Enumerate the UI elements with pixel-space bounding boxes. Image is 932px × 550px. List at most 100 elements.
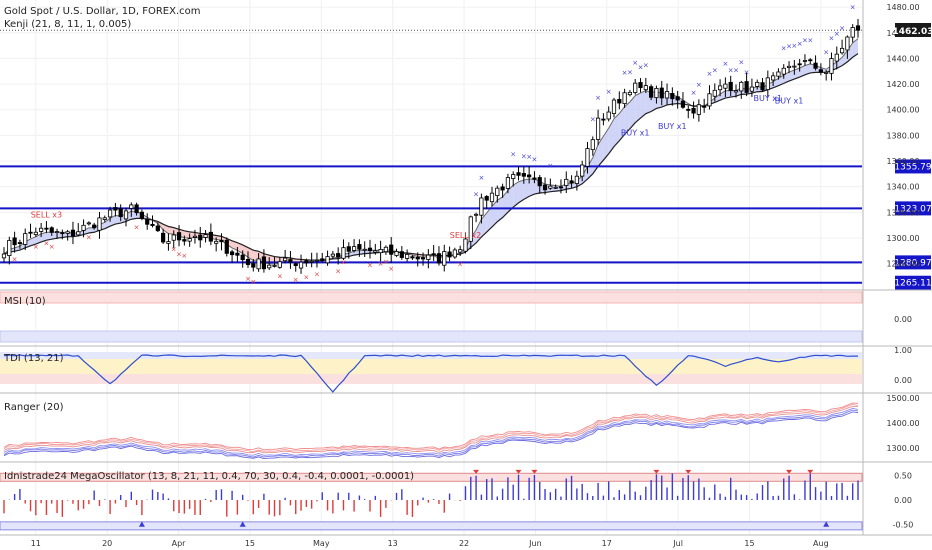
sell-marker: × — [378, 260, 384, 268]
candle-body — [1, 253, 7, 259]
candle-body — [771, 75, 776, 81]
time-tick-label: 15 — [245, 539, 255, 548]
candle-body — [203, 234, 208, 238]
candle-body — [702, 105, 707, 108]
candle-body — [346, 246, 351, 252]
candle-body — [447, 251, 452, 258]
cloud-segment — [470, 229, 477, 248]
osc-lower-zone — [0, 521, 863, 531]
osc-bottom-marker — [239, 521, 246, 527]
level-badge — [895, 255, 931, 270]
cloud-segment — [624, 101, 630, 135]
sell-marker: × — [388, 265, 394, 273]
slow-ma-line — [3, 53, 859, 261]
buy-marker: × — [823, 48, 829, 56]
sell-marker: × — [250, 278, 256, 286]
candle-body — [733, 90, 739, 93]
level-label: 1355.79 — [894, 162, 931, 172]
time-tick-label: Jun — [528, 539, 542, 548]
candle-body — [442, 251, 447, 266]
cloud-segment — [46, 232, 52, 241]
last-price-badge — [895, 23, 931, 37]
osc-top-marker — [786, 469, 793, 474]
price-tick-label: 1420.00 — [886, 80, 919, 89]
candle-body — [680, 100, 686, 108]
cloud-segment — [248, 247, 254, 261]
candle-body — [176, 232, 182, 241]
price-tick-label: 1440.00 — [886, 54, 919, 63]
candle-body — [309, 260, 314, 263]
cloud-segment — [789, 70, 795, 82]
candle-body — [505, 177, 511, 189]
ma-cloud — [3, 38, 859, 265]
candle-body — [558, 186, 564, 189]
candle-body — [749, 86, 755, 92]
buy-marker: × — [590, 116, 596, 124]
sell-marker: × — [12, 255, 18, 263]
candle-body — [521, 173, 526, 177]
buy-marker: × — [526, 153, 532, 161]
candle-body — [145, 219, 150, 225]
candle-body — [744, 81, 749, 93]
cloud-segment — [608, 118, 614, 154]
osc-top-marker — [653, 469, 660, 474]
candle-body — [574, 175, 579, 184]
candle-body — [224, 239, 229, 254]
cloud-segment — [847, 42, 853, 62]
buy-marker: × — [834, 30, 840, 38]
buy-marker: × — [786, 42, 792, 50]
buy-marker: × — [478, 174, 484, 182]
cloud-segment — [115, 215, 121, 225]
candle-body — [420, 257, 426, 260]
trade-signals: ×× × ××××× ×× ×× × × × ×× × × ×××××× × × ×××××× ××× ××××… — [12, 4, 856, 286]
buy-marker: × — [643, 62, 649, 70]
candle-body — [383, 246, 389, 253]
ranger-line — [3, 403, 859, 453]
cloud-segment — [104, 218, 111, 229]
ranger-line — [3, 405, 858, 454]
candle-body — [728, 81, 733, 91]
sell-marker: × — [134, 223, 140, 231]
candle-body — [261, 256, 267, 270]
candle-body — [839, 47, 845, 54]
candle-body — [426, 254, 431, 260]
candle-body — [484, 196, 489, 201]
candle-body — [601, 118, 606, 121]
cloud-segment — [598, 136, 604, 167]
panel-tick-label: 1.00 — [894, 346, 912, 355]
candle-body — [182, 239, 187, 242]
candle-body — [675, 96, 680, 101]
buy-marker: × — [606, 88, 612, 96]
candle-body — [813, 62, 818, 69]
cloud-segment — [529, 178, 535, 197]
candle-body — [500, 186, 505, 191]
candle-body — [378, 248, 383, 254]
buy-marker: × — [850, 4, 856, 12]
candle-body — [44, 227, 49, 230]
candle-body — [304, 260, 309, 264]
level-label: 1265.11 — [894, 279, 931, 289]
sell-marker: × — [383, 258, 389, 266]
time-axis[interactable]: 11 20 Apr 15 May 13 22 Jun 17 Jul 15 Aug — [31, 539, 829, 548]
candle-body — [452, 249, 457, 258]
sell-marker: × — [335, 268, 341, 276]
candle-body — [834, 53, 839, 62]
candle-body — [192, 235, 198, 238]
buy-marker: × — [738, 58, 744, 66]
cloud-segment — [804, 63, 811, 75]
price-tick-label: 1400.00 — [886, 106, 919, 115]
buy-marker: × — [722, 60, 728, 68]
candle-body — [81, 224, 86, 231]
buy-marker: × — [797, 40, 803, 48]
candle-body — [389, 244, 394, 255]
cloud-segment — [640, 90, 646, 119]
candle-body — [781, 67, 786, 75]
osc-top-marker — [515, 469, 522, 474]
candle-body — [532, 177, 537, 180]
candle-body — [161, 232, 166, 243]
cloud-segment — [253, 250, 259, 261]
candle-body — [410, 256, 415, 259]
indicator-panels — [0, 289, 932, 536]
candle-body — [495, 187, 500, 196]
sell-signal-label: SELL x2 — [450, 231, 481, 240]
